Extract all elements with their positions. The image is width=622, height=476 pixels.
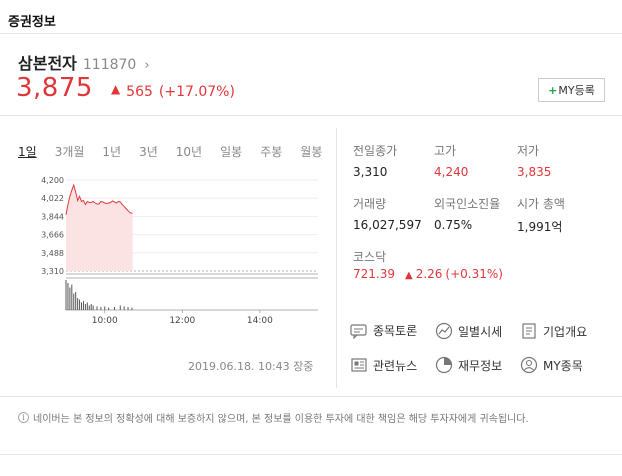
chevron-right-icon[interactable]: › [144, 58, 150, 73]
disclaimer-text: 네이버는 본 정보의 정확성에 대해 보증하지 않으며, 본 정보를 이용한 투… [33, 414, 529, 425]
plus-icon: + [548, 83, 558, 97]
x-tick-label: 12:00 [169, 316, 195, 326]
link-company-overview[interactable]: 기업개요 [520, 322, 587, 340]
link-label: 종목토론 [373, 324, 418, 338]
daily-price-icon [435, 322, 453, 340]
link-discussion[interactable]: 종목토론 [350, 322, 417, 339]
stat-label: 전일종가 [353, 144, 398, 158]
stat-value: 4,240 [434, 165, 469, 179]
index-label-block: 코스닥 [353, 248, 386, 265]
divider [0, 396, 622, 397]
y-tick-label: 4,200 [41, 176, 64, 185]
link-label: 재무정보 [458, 358, 503, 373]
link-daily-price[interactable]: 일별시세 [435, 322, 502, 340]
stock-name-row[interactable]: 삼본전자 111870 › [18, 50, 150, 74]
stat-high: 고가 4,240 [434, 142, 468, 179]
y-tick-label: 3,666 [41, 231, 64, 240]
divider [0, 454, 622, 455]
intraday-chart: 4,200 4,022 3,844 3,666 3,488 3,310 10:00 12:0… [41, 176, 318, 326]
current-price: 3,875 [16, 73, 93, 103]
y-tick-label: 3,488 [41, 249, 64, 258]
company-overview-icon [522, 323, 536, 339]
stat-label: 시가 총액 [517, 197, 565, 211]
stat-low: 저가 3,835 [517, 142, 551, 179]
link-financial-info[interactable]: 재무정보 [435, 356, 502, 374]
stat-label: 거래량 [353, 197, 387, 211]
timestamp: 2019.06.18. 10:43 장중 [188, 360, 314, 373]
my-register-button[interactable]: + MY등록 [538, 78, 605, 102]
up-triangle-icon: ▲ [405, 270, 413, 281]
x-tick-label: 14:00 [247, 316, 273, 326]
stat-label: 고가 [434, 144, 457, 158]
tab-period-1d[interactable]: 1일 [18, 145, 37, 159]
y-tick-label: 4,022 [41, 194, 64, 203]
link-label: 기업개요 [543, 324, 588, 339]
index-label: 코스닥 [353, 250, 387, 264]
index-change-rate: (+0.31%) [445, 267, 503, 281]
tab-period-3y[interactable]: 3년 [139, 145, 158, 159]
stock-code: 111870 [82, 57, 137, 73]
info-icon: i [18, 412, 29, 423]
stat-label: 저가 [517, 144, 540, 158]
tab-period-monthly-candle[interactable]: 월봉 [300, 145, 323, 159]
up-triangle-icon: ▲ [110, 82, 121, 96]
link-label: 관련뉴스 [373, 358, 418, 373]
link-related-news[interactable]: 관련뉴스 [350, 356, 417, 374]
vertical-divider [336, 128, 337, 388]
price-change-rate: (+17.07%) [158, 84, 235, 100]
link-label: 일별시세 [458, 324, 503, 339]
news-icon [351, 358, 367, 372]
period-tabs: 1일 3개월 1년 3년 10년 일봉 주봉 월봉 [18, 143, 340, 160]
stat-market-cap: 시가 총액 1,991억 [517, 195, 565, 235]
price-change: 565 [126, 84, 153, 100]
disclaimer: i 네이버는 본 정보의 정확성에 대해 보증하지 않으며, 본 정보를 이용한… [18, 410, 529, 425]
stat-label: 외국인소진율 [434, 197, 501, 211]
index-change: 2.26 [415, 267, 443, 281]
price-line [65, 183, 133, 215]
stat-value: 3,310 [353, 165, 388, 179]
link-my-stock[interactable]: MY종목 [520, 356, 583, 374]
stat-foreign-ratio: 외국인소진율 0.75% [434, 195, 500, 232]
index-value: 721.39 [353, 267, 395, 281]
financial-icon [435, 356, 453, 374]
stat-prev-close: 전일종가 3,310 [353, 142, 397, 179]
discussion-icon [350, 323, 367, 339]
tab-period-10y[interactable]: 10년 [175, 145, 203, 159]
stat-value: 0.75% [434, 218, 473, 232]
my-register-label: MY등록 [558, 84, 595, 97]
y-tick-label: 3,844 [41, 212, 64, 221]
section-title: 증권정보 [8, 15, 56, 30]
stock-name[interactable]: 삼본전자 [18, 54, 77, 73]
stat-volume: 거래량 16,027,597 [353, 195, 422, 232]
divider [0, 115, 622, 116]
price-row: 3,875 ▲ 565 (+17.07%) [16, 73, 235, 103]
price-area [66, 185, 133, 271]
stat-value: 3,835 [517, 165, 552, 179]
my-stock-icon [520, 356, 538, 374]
x-tick-label: 10:00 [92, 316, 118, 326]
stat-value: 16,027,597 [353, 218, 422, 232]
link-label: MY종목 [543, 358, 583, 373]
index-value-row: 721.39 ▲ 2.26 (+0.31%) [353, 267, 503, 281]
tab-period-daily-candle[interactable]: 일봉 [220, 145, 243, 159]
stat-value: 1,991억 [517, 220, 563, 234]
tab-period-weekly-candle[interactable]: 주봉 [260, 145, 283, 159]
tab-period-1y[interactable]: 1년 [102, 145, 122, 159]
tab-period-3m[interactable]: 3개월 [54, 145, 85, 159]
y-tick-label: 3,310 [41, 267, 64, 276]
divider [0, 33, 622, 34]
